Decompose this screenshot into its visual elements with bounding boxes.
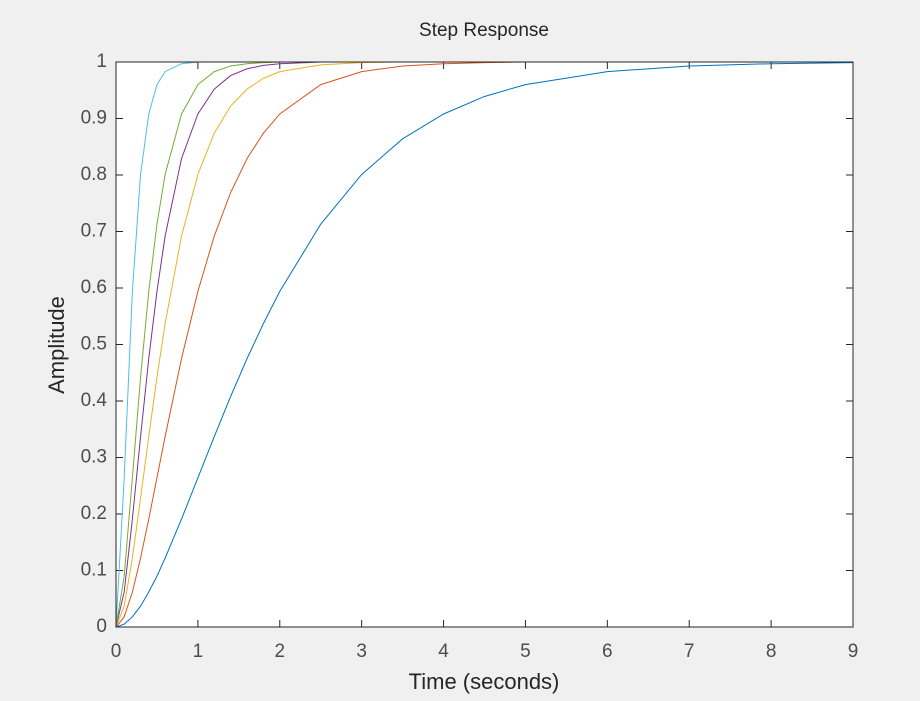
y-axis-label: Amplitude bbox=[44, 296, 69, 394]
axes-box bbox=[115, 61, 854, 628]
x-tick-label: 4 bbox=[438, 641, 449, 662]
x-tick-label: 1 bbox=[193, 641, 204, 662]
y-tick-label: 0.9 bbox=[81, 108, 107, 129]
chart-title: Step Response bbox=[419, 20, 549, 41]
x-tick-label: 6 bbox=[602, 641, 613, 662]
x-tick-label: 2 bbox=[274, 641, 285, 662]
x-tick-label: 5 bbox=[520, 641, 531, 662]
x-tick-label: 3 bbox=[356, 641, 367, 662]
x-tick-label: 7 bbox=[684, 641, 695, 662]
series-line bbox=[115, 62, 854, 628]
plot-area bbox=[116, 62, 853, 627]
x-axis-label: Time (seconds) bbox=[409, 669, 560, 694]
y-tick-label: 0.1 bbox=[81, 560, 107, 581]
x-tick-label: 8 bbox=[766, 641, 777, 662]
x-tick-label: 9 bbox=[848, 641, 859, 662]
y-tick-label: 0.6 bbox=[81, 277, 107, 298]
y-tick-label: 0.8 bbox=[81, 164, 107, 185]
y-tick-label: 0 bbox=[96, 616, 107, 637]
y-tick-label: 0.4 bbox=[81, 390, 108, 411]
y-tick-label: 1 bbox=[96, 51, 107, 72]
x-tick-label: 0 bbox=[111, 641, 122, 662]
y-tick-label: 0.5 bbox=[81, 334, 107, 355]
y-tick-label: 0.3 bbox=[81, 447, 107, 468]
y-tick-label: 0.7 bbox=[81, 221, 107, 242]
y-tick-label: 0.2 bbox=[81, 503, 107, 524]
